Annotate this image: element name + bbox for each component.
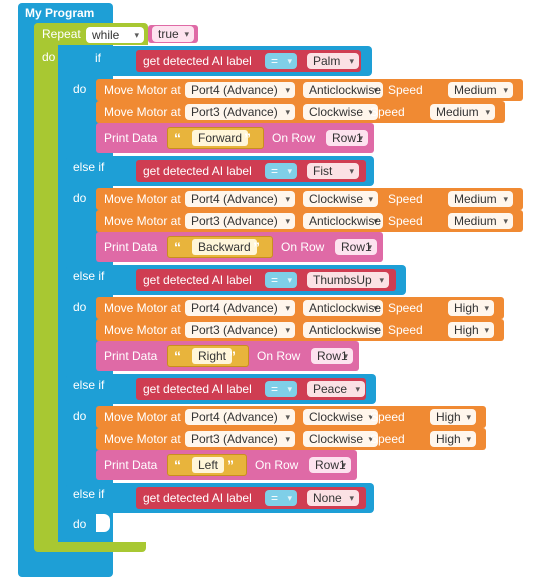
row-dropdown[interactable]: Row1 xyxy=(309,457,351,473)
direction-dropdown[interactable]: Clockwise xyxy=(303,409,378,425)
print-text[interactable]: Backward xyxy=(192,239,257,255)
do-label: do xyxy=(73,300,87,314)
direction-dropdown[interactable]: Anticlockwise xyxy=(303,322,383,338)
speed-dropdown[interactable]: Medium xyxy=(448,82,513,98)
port-dropdown[interactable]: Port4 (Advance) xyxy=(185,82,295,98)
condition-dropdown[interactable]: true xyxy=(152,26,194,42)
ai-label-text: get detected AI label xyxy=(143,273,252,287)
ai-value-dropdown[interactable]: Palm xyxy=(307,53,359,69)
ai-label-text: get detected AI label xyxy=(143,54,252,68)
ai-value-dropdown[interactable]: None xyxy=(307,490,359,506)
direction-dropdown[interactable]: Anticlockwise xyxy=(303,213,383,229)
open-quote-icon: “ xyxy=(174,239,181,255)
equals-dropdown[interactable]: = xyxy=(265,490,297,506)
speed-dropdown[interactable]: High xyxy=(448,322,494,338)
direction-dropdown[interactable]: Anticlockwise xyxy=(303,82,383,98)
speed-label: Speed xyxy=(388,323,423,337)
speed-dropdown[interactable]: High xyxy=(430,431,476,447)
speed-label: Speed xyxy=(370,432,405,446)
move-motor-label: Move Motor at xyxy=(104,432,181,446)
move-motor-label: Move Motor at xyxy=(104,105,181,119)
ai-label-block[interactable] xyxy=(136,50,361,72)
if-label: else if xyxy=(73,269,105,283)
equals-dropdown[interactable]: = xyxy=(265,53,297,69)
ai-value-dropdown[interactable]: Fist xyxy=(307,163,359,179)
repeat-label: Repeat xyxy=(42,27,81,41)
port-dropdown[interactable]: Port4 (Advance) xyxy=(185,191,295,207)
ai-label-text: get detected AI label xyxy=(143,491,252,505)
speed-label: Speed xyxy=(388,214,423,228)
final-do-label: do xyxy=(73,517,87,531)
direction-dropdown[interactable]: Clockwise xyxy=(303,104,378,120)
speed-dropdown[interactable]: High xyxy=(448,300,494,316)
do-label: do xyxy=(73,191,87,205)
open-quote-icon: “ xyxy=(174,130,181,146)
on-row-label: On Row xyxy=(281,240,325,254)
on-row-label: On Row xyxy=(255,458,299,472)
if-label: else if xyxy=(73,160,105,174)
if-label: else if xyxy=(73,487,105,501)
speed-label: Speed xyxy=(370,410,405,424)
speed-dropdown[interactable]: High xyxy=(430,409,476,425)
port-dropdown[interactable]: Port4 (Advance) xyxy=(185,300,295,316)
direction-dropdown[interactable]: Clockwise xyxy=(303,431,378,447)
move-motor-label: Move Motor at xyxy=(104,214,181,228)
repeat-mode-dropdown[interactable]: while xyxy=(86,27,144,43)
move-motor-label: Move Motor at xyxy=(104,301,181,315)
close-quote-icon: ” xyxy=(227,457,234,473)
close-quote-icon: ” xyxy=(229,348,236,364)
row-dropdown[interactable]: Row1 xyxy=(326,130,368,146)
repeat-while-block[interactable] xyxy=(34,23,58,551)
print-data-label: Print Data xyxy=(104,349,158,363)
print-data-label: Print Data xyxy=(104,131,158,145)
program-title: My Program xyxy=(25,6,95,20)
move-motor-label: Move Motor at xyxy=(104,192,181,206)
if-label: if xyxy=(95,51,101,65)
close-quote-icon: ” xyxy=(253,239,260,255)
empty-slot xyxy=(96,514,110,532)
speed-label: Speed xyxy=(370,105,405,119)
speed-dropdown[interactable]: Medium xyxy=(448,213,513,229)
print-text[interactable]: Forward xyxy=(192,130,249,146)
ai-value-dropdown[interactable]: Peace xyxy=(307,381,365,397)
open-quote-icon: “ xyxy=(174,457,181,473)
speed-label: Speed xyxy=(388,83,423,97)
do-label: do xyxy=(73,82,87,96)
port-dropdown[interactable]: Port4 (Advance) xyxy=(185,409,295,425)
speed-dropdown[interactable]: Medium xyxy=(430,104,495,120)
on-row-label: On Row xyxy=(272,131,316,145)
repeat-do-label: do xyxy=(42,50,56,64)
print-data-label: Print Data xyxy=(104,458,158,472)
direction-dropdown[interactable]: Anticlockwise xyxy=(303,300,383,316)
do-label: do xyxy=(73,409,87,423)
print-text[interactable]: Right xyxy=(192,348,233,364)
move-motor-label: Move Motor at xyxy=(104,83,181,97)
ai-label-text: get detected AI label xyxy=(143,382,252,396)
port-dropdown[interactable]: Port3 (Advance) xyxy=(185,104,295,120)
if-label: else if xyxy=(73,378,105,392)
move-motor-label: Move Motor at xyxy=(104,410,181,424)
on-row-label: On Row xyxy=(257,349,301,363)
row-dropdown[interactable]: Row1 xyxy=(311,348,353,364)
ai-value-dropdown[interactable]: ThumbsUp xyxy=(307,272,389,288)
equals-dropdown[interactable]: = xyxy=(265,272,297,288)
row-dropdown[interactable]: Row1 xyxy=(335,239,377,255)
port-dropdown[interactable]: Port3 (Advance) xyxy=(185,213,295,229)
open-quote-icon: “ xyxy=(174,348,181,364)
print-data-label: Print Data xyxy=(104,240,158,254)
equals-dropdown[interactable]: = xyxy=(265,163,297,179)
direction-dropdown[interactable]: Clockwise xyxy=(303,191,378,207)
close-quote-icon: ” xyxy=(244,130,251,146)
speed-dropdown[interactable]: Medium xyxy=(448,191,513,207)
equals-dropdown[interactable]: = xyxy=(265,381,297,397)
port-dropdown[interactable]: Port3 (Advance) xyxy=(185,431,295,447)
speed-label: Speed xyxy=(388,192,423,206)
port-dropdown[interactable]: Port3 (Advance) xyxy=(185,322,295,338)
move-motor-label: Move Motor at xyxy=(104,323,181,337)
repeat-footer xyxy=(34,542,146,552)
ai-label-text: get detected AI label xyxy=(143,164,252,178)
speed-label: Speed xyxy=(388,301,423,315)
print-text[interactable]: Left xyxy=(192,457,225,473)
